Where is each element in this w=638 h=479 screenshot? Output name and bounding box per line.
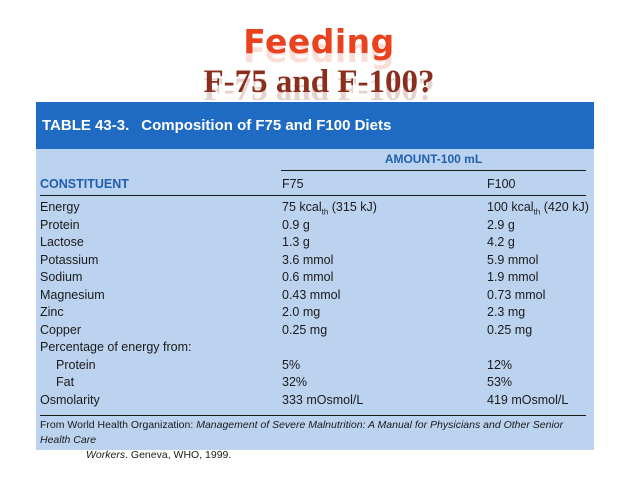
f100-cell: 5.9 mmol <box>487 252 539 267</box>
column-header-f100: F100 <box>487 177 516 191</box>
source-prefix: From World Health Organization: <box>40 419 197 431</box>
f100-cell: 0.73 mmol <box>487 287 546 302</box>
f75-cell: 3.6 mmol <box>282 252 334 267</box>
constituent-cell: Lactose <box>40 235 84 249</box>
table-row: Magnesium 0.43 mmol 0.73 mmol <box>36 288 594 306</box>
slide-subtitle: F-75 and F-100? <box>203 64 435 100</box>
f100-cell: 0.25 mg <box>487 322 533 337</box>
constituent-cell: Protein <box>56 357 96 372</box>
constituent-cell: Sodium <box>40 270 83 284</box>
f100-cell: 419 mOsmol/L <box>487 392 569 407</box>
f100-cell: 100 kcalth (420 kJ) <box>487 200 589 217</box>
table-row: Protein 0.9 g 2.9 g <box>36 218 594 236</box>
composition-table: TABLE 43-3. Composition of F75 and F100 … <box>36 102 594 461</box>
table-title: Composition of F75 and F100 Diets <box>141 117 392 134</box>
f75-cell: 0.43 mmol <box>282 287 341 302</box>
source-title-cont: Workers <box>86 449 126 461</box>
table-row: Zinc 2.0 mg 2.3 mg <box>36 305 594 323</box>
constituent-cell: Fat <box>56 375 75 389</box>
table-number: TABLE 43-3. <box>42 117 130 134</box>
f75-cell: 333 mOsmol/L <box>282 392 364 407</box>
table-row: Lactose 1.3 g 4.2 g <box>36 235 594 253</box>
amount-rule <box>281 170 586 171</box>
table-header-bar: TABLE 43-3. Composition of F75 and F100 … <box>36 102 594 149</box>
source-title: Management of Severe Malnutrition: A Man… <box>40 419 564 446</box>
constituent-cell: Potassium <box>40 252 99 267</box>
constituent-cell: Copper <box>40 322 81 337</box>
table-row: Fat 32% 53% <box>36 375 594 393</box>
table-row: Osmolarity 333 mOsmol/L 419 mOsmol/L <box>36 393 594 411</box>
constituent-cell: Zinc <box>40 305 64 319</box>
f75-cell: 0.9 g <box>282 217 310 232</box>
f100-cell: 53% <box>487 375 513 389</box>
f75-cell: 5% <box>282 357 301 372</box>
table-row: Sodium 0.6 mmol 1.9 mmol <box>36 270 594 288</box>
column-header-f75: F75 <box>282 177 304 191</box>
f75-cell: 2.0 mg <box>282 305 321 319</box>
constituent-cell: Magnesium <box>40 287 105 302</box>
amount-header: AMOUNT-100 mL <box>36 152 594 170</box>
f100-cell: 1.9 mmol <box>487 270 539 284</box>
column-header-constituent: CONSTITUENT <box>40 177 129 191</box>
f75-cell: 1.3 g <box>282 235 310 249</box>
table-row: Percentage of energy from: <box>36 340 594 358</box>
constituent-cell: Energy <box>40 200 80 214</box>
constituent-cell: Protein <box>40 217 80 232</box>
f100-cell: 2.9 g <box>487 217 515 232</box>
slide-title: Feeding <box>243 22 395 61</box>
source-suffix: . Geneva, WHO, 1999. <box>125 449 232 461</box>
table-row: Protein 5% 12% <box>36 358 594 376</box>
constituent-cell: Percentage of energy from: <box>40 340 192 354</box>
f100-cell: 12% <box>487 357 513 372</box>
f75-cell: 0.6 mmol <box>282 270 334 284</box>
f100-cell: 2.3 mg <box>487 305 526 319</box>
f75-cell: 32% <box>282 375 308 389</box>
constituent-cell: Osmolarity <box>40 392 100 407</box>
f75-cell: 0.25 mg <box>282 322 328 337</box>
header-rule <box>40 195 586 196</box>
table-row: Potassium 3.6 mmol 5.9 mmol <box>36 253 594 271</box>
table-row: Energy 75 kcalth (315 kJ) 100 kcalth (420 … <box>36 200 594 218</box>
amount-label: AMOUNT-100 mL <box>384 152 483 166</box>
f75-cell: 75 kcalth (315 kJ) <box>282 200 377 217</box>
footer-rule <box>40 415 586 416</box>
table-row: Copper 0.25 mg 0.25 mg <box>36 323 594 341</box>
f100-cell: 4.2 g <box>487 235 515 249</box>
table-body: Energy 75 kcalth (315 kJ) 100 kcalth (420 … <box>36 200 594 410</box>
table-source-note: From World Health Organization: Manageme… <box>40 418 590 463</box>
